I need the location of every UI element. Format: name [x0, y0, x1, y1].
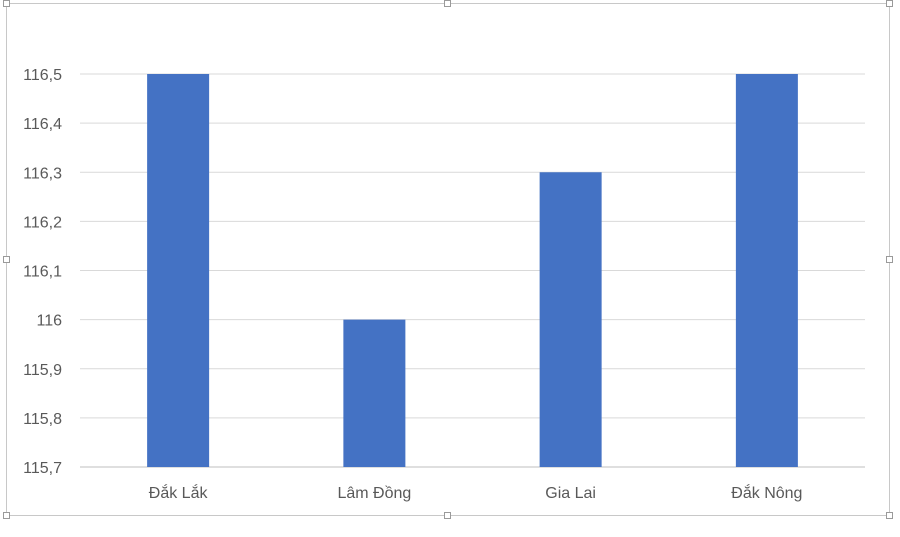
resize-handle-bottom-right[interactable] — [886, 512, 893, 519]
bar — [147, 74, 210, 467]
chart-frame[interactable] — [3, 0, 893, 519]
y-tick-label: 115,7 — [23, 460, 62, 477]
x-category-label: Lâm Đồng — [337, 485, 411, 502]
resize-handle-bottom-left[interactable] — [3, 512, 10, 519]
resize-handle-top[interactable] — [444, 0, 451, 7]
x-category-label: Gia Lai — [545, 485, 596, 502]
y-tick-label: 115,8 — [23, 411, 62, 428]
resize-handle-top-left[interactable] — [3, 0, 10, 7]
x-category-label: Đắk Lắk — [149, 483, 209, 502]
resize-handle-left[interactable] — [3, 256, 10, 263]
bar — [539, 172, 602, 467]
bar — [343, 319, 406, 467]
bar — [735, 74, 798, 467]
y-tick-label: 116 — [36, 313, 62, 330]
resize-handle-right[interactable] — [886, 256, 893, 263]
resize-handle-bottom[interactable] — [444, 512, 451, 519]
y-tick-label: 116,4 — [23, 116, 62, 133]
y-tick-label: 116,1 — [23, 264, 62, 281]
y-tick-label: 116,5 — [23, 67, 62, 84]
x-category-label: Đắk Nông — [731, 483, 802, 502]
y-tick-label: 116,2 — [23, 214, 62, 231]
y-tick-label: 116,3 — [23, 165, 62, 182]
y-tick-label: 115,9 — [23, 362, 62, 379]
resize-handle-top-right[interactable] — [886, 0, 893, 7]
